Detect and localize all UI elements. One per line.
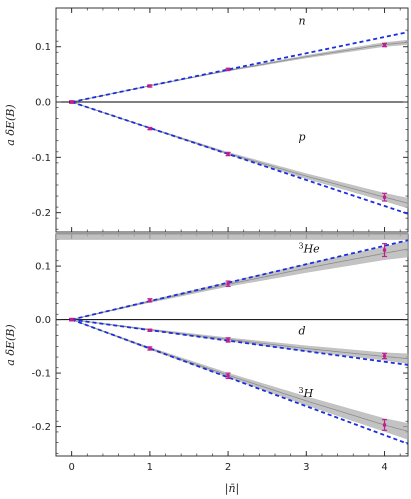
data-point bbox=[147, 328, 153, 332]
data-point bbox=[382, 419, 388, 431]
series-label: 3He bbox=[298, 241, 320, 256]
x-tick-label: 2 bbox=[225, 462, 231, 473]
bottom-linear-fits bbox=[71, 239, 409, 445]
x-tick-label: 0 bbox=[68, 462, 74, 473]
linear-fit-line bbox=[71, 239, 409, 321]
data-point bbox=[147, 126, 153, 131]
linear-fit-line bbox=[71, 318, 409, 366]
y-tick-label: 0.1 bbox=[35, 262, 51, 273]
data-point bbox=[225, 337, 231, 343]
data-point bbox=[69, 317, 75, 322]
data-point bbox=[147, 84, 153, 88]
bottom-panel-frame bbox=[55, 233, 409, 457]
top-panel: 0.10.0-0.1-0.2 np a δE(B) bbox=[4, 7, 409, 233]
bottom-error-bands bbox=[56, 234, 409, 440]
y-tick-label: -0.2 bbox=[31, 422, 51, 433]
top-panel-frame bbox=[55, 7, 409, 233]
bottom-data-points bbox=[69, 243, 388, 431]
y-tick-label: -0.2 bbox=[31, 208, 51, 219]
x-tick-label: 1 bbox=[147, 462, 153, 473]
series-label: p bbox=[298, 131, 305, 144]
linear-fit-line bbox=[71, 31, 409, 103]
x-axis-label: |n̄| bbox=[225, 482, 240, 496]
bottom-series-labels: 3He d 3H bbox=[298, 241, 320, 400]
data-point bbox=[147, 298, 153, 303]
top-axes: 0.1 0.0 -0.1 -0.2 bbox=[31, 7, 408, 232]
x-tick-label: 4 bbox=[381, 462, 387, 473]
top-y-axis-label: a δE(B) bbox=[4, 104, 17, 145]
y-tick-label: 0.0 bbox=[35, 315, 51, 326]
top-linear-fits bbox=[71, 31, 409, 215]
y-tick-label: 0.1 bbox=[35, 42, 51, 53]
fit-curve bbox=[71, 41, 409, 103]
series-label: n bbox=[298, 15, 305, 28]
data-point bbox=[382, 243, 388, 258]
error-band bbox=[71, 39, 409, 103]
data-point bbox=[69, 100, 75, 104]
top-series-labels: np bbox=[298, 15, 305, 144]
series-label: 3H bbox=[298, 386, 313, 401]
top-data-points bbox=[69, 42, 388, 202]
data-point bbox=[382, 42, 388, 48]
linear-fit-line bbox=[71, 101, 409, 215]
data-point bbox=[225, 67, 231, 72]
x-tick-label: 3 bbox=[303, 462, 309, 473]
y-tick-label: 0.0 bbox=[35, 98, 51, 109]
data-point bbox=[382, 192, 388, 202]
data-point bbox=[225, 280, 231, 288]
bottom-panel: 0.1 0.0 -0.1 -0.2 0 1 2 3 4 3He d 3H a δE(B) |n̄| bbox=[4, 233, 409, 496]
data-point bbox=[225, 151, 231, 157]
data-point bbox=[382, 352, 388, 360]
y-tick-label: -0.1 bbox=[31, 153, 51, 164]
top-error-bands bbox=[71, 39, 409, 209]
y-tick-label: -0.1 bbox=[31, 369, 51, 380]
series-label: d bbox=[298, 325, 305, 338]
linear-fit-line bbox=[71, 318, 409, 445]
bottom-y-axis-label: a δE(B) bbox=[4, 324, 17, 365]
data-point bbox=[147, 346, 153, 351]
top-edge-band bbox=[56, 234, 408, 240]
data-point bbox=[225, 372, 231, 380]
